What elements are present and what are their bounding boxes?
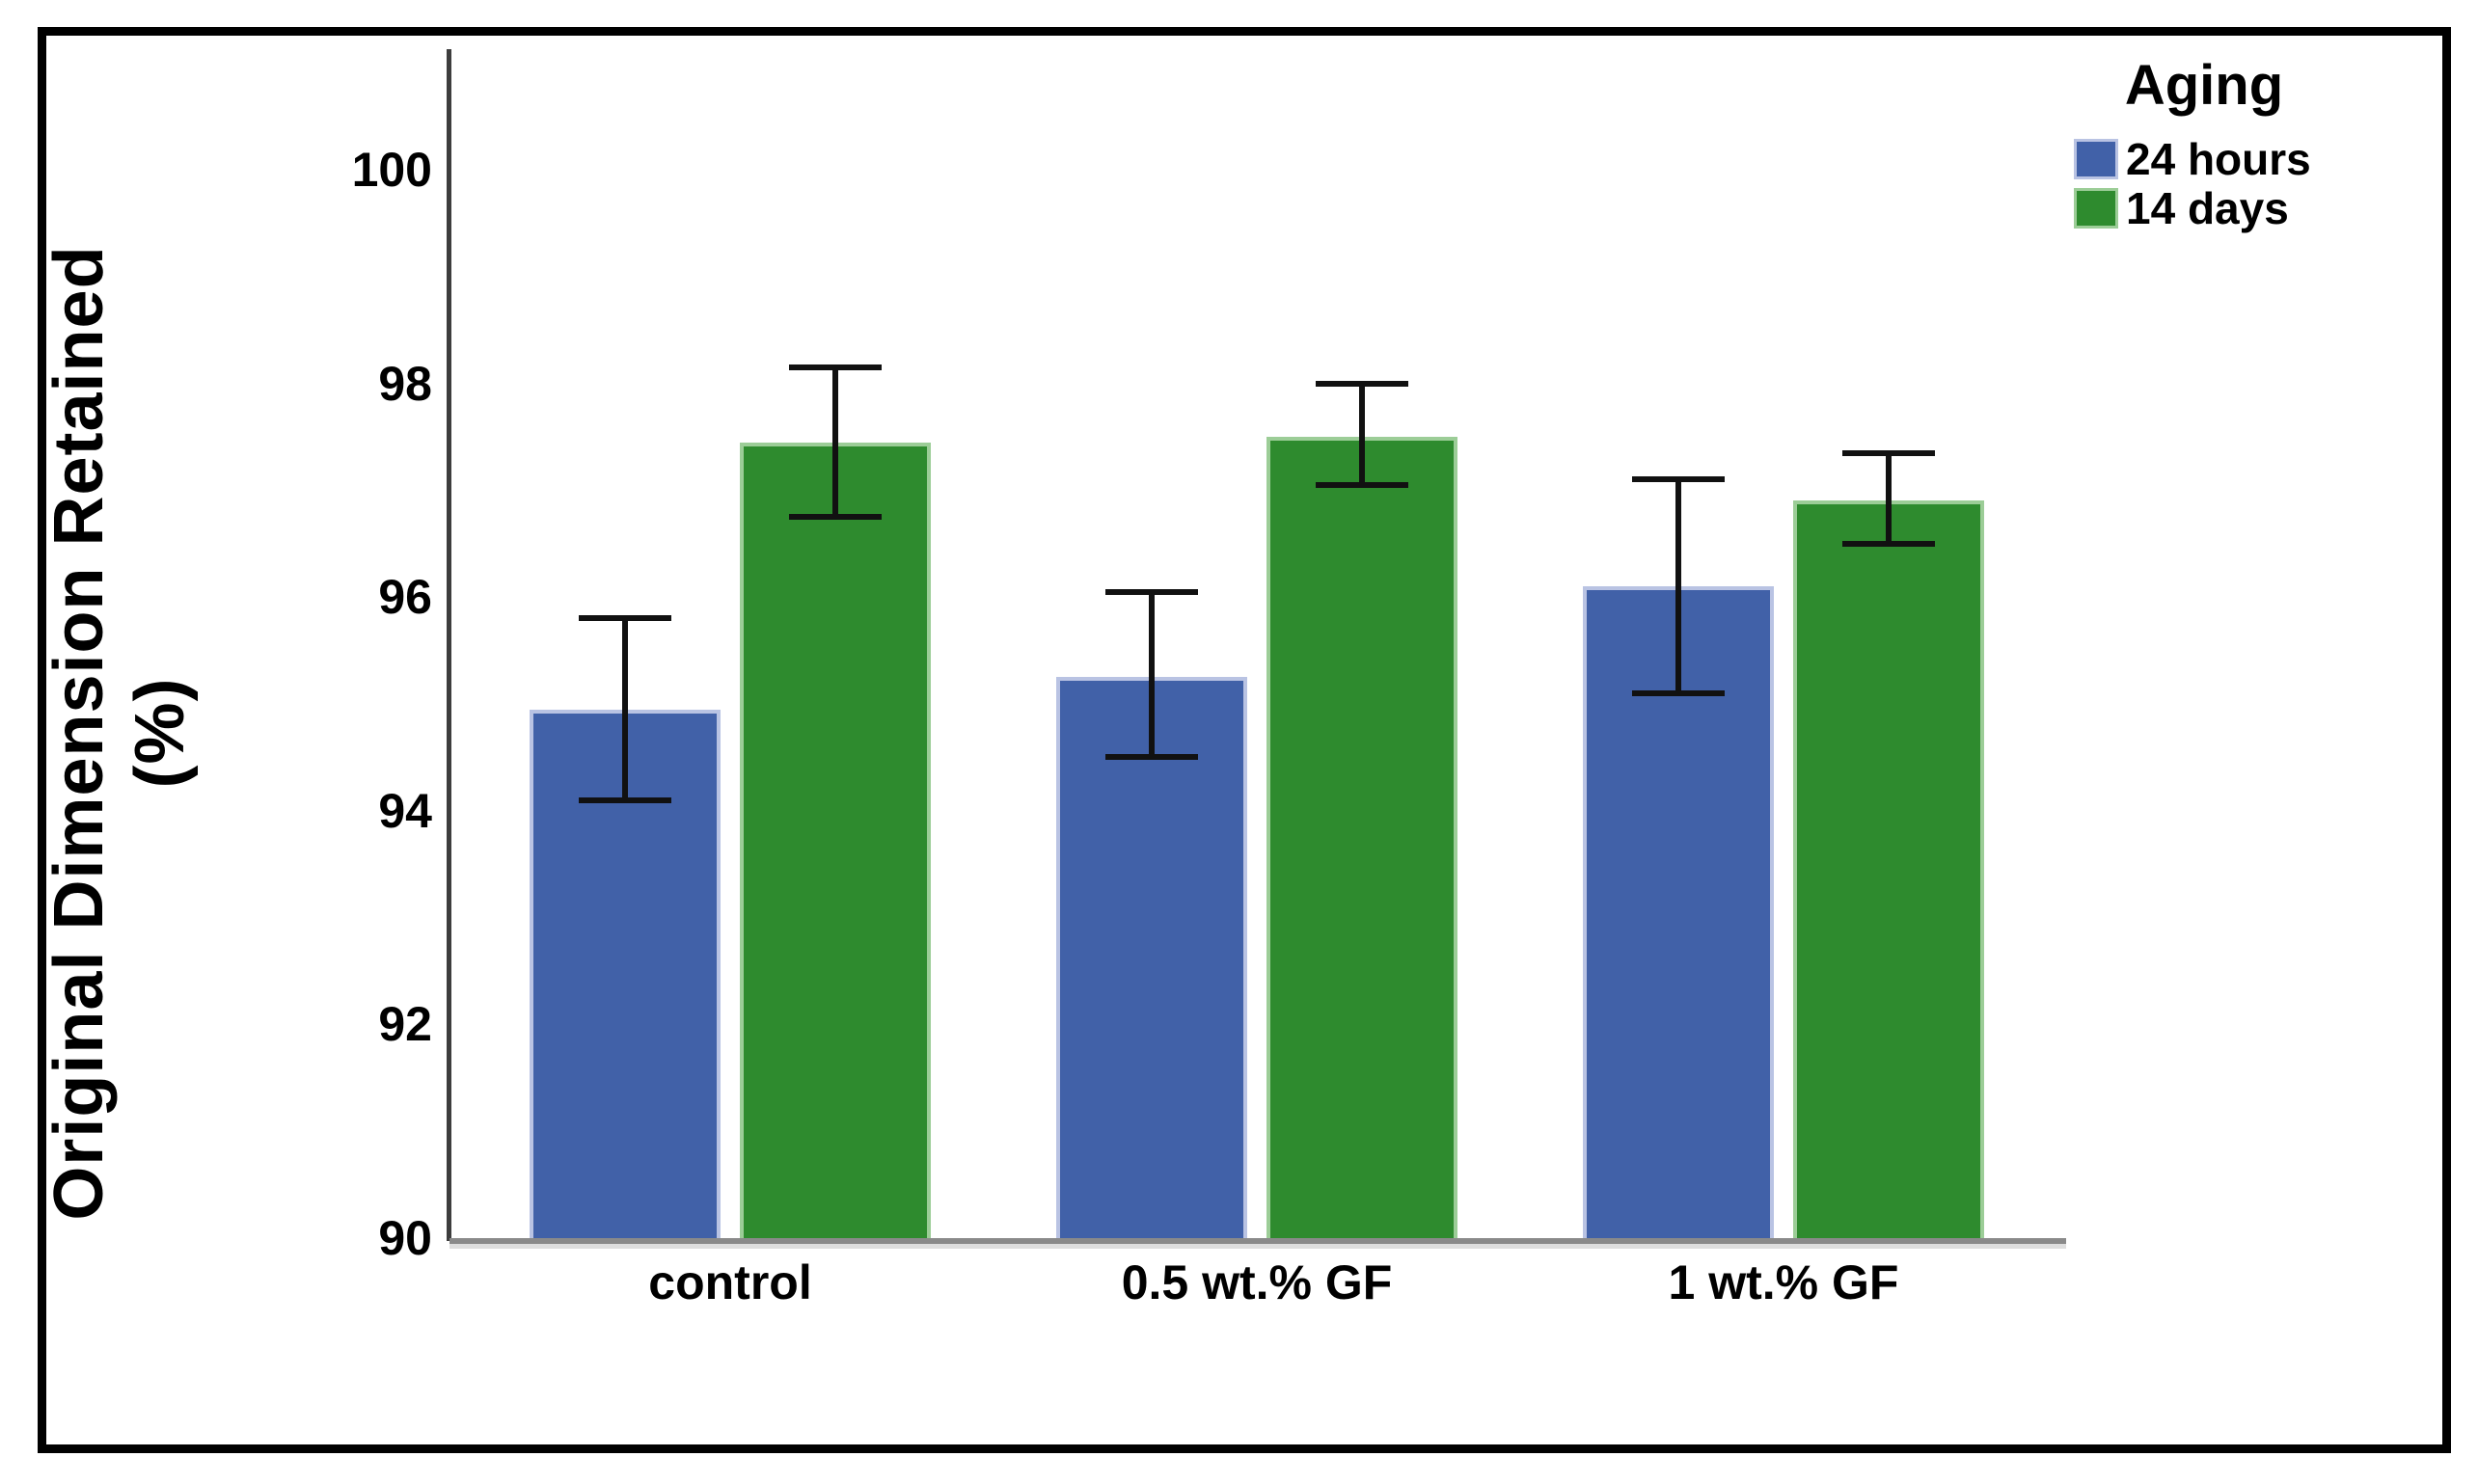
error-bar — [1886, 452, 1892, 544]
error-bar-cap — [579, 615, 671, 622]
error-bar-cap — [1316, 481, 1408, 488]
error-bar — [1149, 591, 1155, 758]
y-tick-label: 100 — [351, 143, 432, 197]
error-bar-cap — [579, 796, 671, 803]
error-bar-cap — [1632, 476, 1725, 483]
x-category-label: 1 wt.% GF — [1668, 1255, 1899, 1309]
error-bar-cap — [1842, 540, 1935, 547]
y-axis-title: Original Dimension Retained (%) — [39, 58, 208, 1408]
y-tick-label: 92 — [378, 997, 432, 1052]
error-bar — [622, 618, 628, 800]
legend-entry: 24 hours — [2074, 135, 2311, 183]
bar-0-5-wt-GF-24-hours — [1056, 677, 1247, 1238]
y-tick-label: 90 — [378, 1211, 432, 1265]
error-bar-cap — [789, 364, 882, 370]
legend-entry: 14 days — [2074, 184, 2289, 232]
error-bar — [1359, 383, 1365, 485]
error-bar-cap — [1105, 754, 1198, 761]
error-bar-cap — [1316, 380, 1408, 387]
figure-border — [38, 27, 2451, 1453]
y-axis-title-line2: (%) — [122, 677, 199, 789]
bar-0-5-wt-GF-14-days — [1266, 437, 1457, 1238]
x-category-label: 0.5 wt.% GF — [1121, 1255, 1393, 1309]
y-tick-label: 96 — [378, 570, 432, 625]
bar-1-wt-GF-14-days — [1793, 500, 1984, 1238]
y-axis-title-line1: Original Dimension Retained — [41, 245, 118, 1221]
x-axis-line — [449, 1238, 2066, 1244]
error-bar-cap — [789, 514, 882, 521]
y-tick-label: 98 — [378, 356, 432, 411]
error-bar — [1675, 479, 1681, 693]
legend-title: Aging — [2124, 54, 2284, 117]
error-bar — [832, 366, 838, 518]
bar-control-14-days — [740, 442, 931, 1238]
error-bar-cap — [1632, 689, 1725, 696]
legend-entry-label: 14 days — [2126, 183, 2289, 233]
error-bar-cap — [1842, 449, 1935, 456]
legend-entry-label: 24 hours — [2126, 134, 2311, 184]
y-axis-line — [447, 49, 451, 1241]
x-category-label: control — [648, 1255, 812, 1309]
legend-swatch-icon — [2074, 139, 2118, 179]
y-tick-label: 94 — [378, 783, 432, 838]
legend-swatch-icon — [2074, 188, 2118, 229]
error-bar-cap — [1105, 588, 1198, 595]
